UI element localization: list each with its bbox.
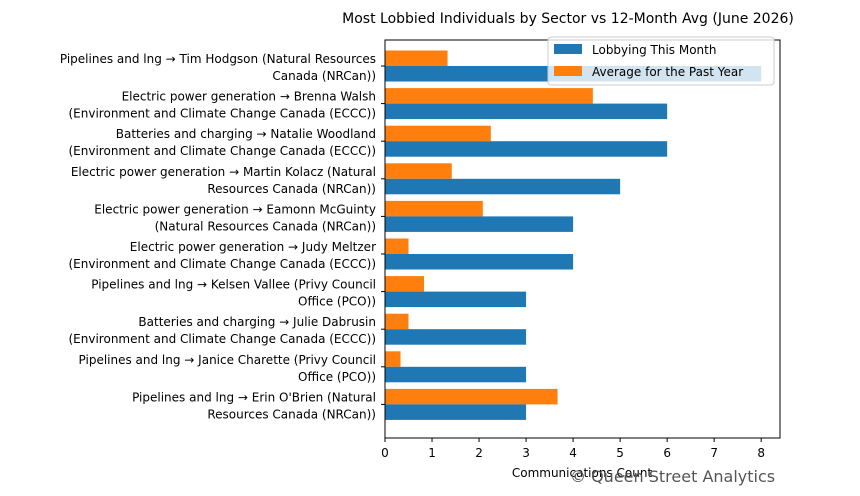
y-tick-label: Electric power generation → Brenna Walsh… [69,90,377,121]
y-tick-label: Batteries and charging → Natalie Woodlan… [69,127,377,158]
chart-title: Most Lobbied Individuals by Sector vs 12… [342,11,794,27]
bar-this-month [385,216,574,232]
x-tick-label: 7 [710,446,718,460]
bar-past-year-avg [385,125,491,142]
y-tick-label: Pipelines and lng → Kelsen Vallee (Privy… [91,278,376,309]
y-tick-label: Batteries and charging → Julie Dabrusin(… [69,315,377,346]
watermark: © Queen Street Analytics [570,467,776,486]
y-tick-label: Pipelines and lng → Tim Hodgson (Natural… [60,52,376,83]
x-axis: 0 1 2 3 4 5 6 7 8 [381,438,765,460]
y-axis: Pipelines and lng → Tim Hodgson (Natural… [60,52,385,421]
legend-swatch-past-year [554,66,582,76]
bars-layer [385,50,762,420]
bar-this-month [385,103,668,120]
x-tick-label: 8 [757,446,765,460]
x-axis-label: Communications Count [512,466,653,480]
bar-this-month [385,329,527,345]
bar-this-month [385,404,527,420]
bar-past-year-avg [385,351,401,367]
y-tick-label: Pipelines and lng → Janice Charette (Pri… [79,353,376,384]
y-tick-label: Pipelines and lng → Erin O'Brien (Natura… [132,390,376,421]
bar-past-year-avg [385,313,409,330]
bar-past-year-avg [385,276,425,292]
x-tick-label: 3 [522,446,530,460]
x-tick-label: 1 [428,446,436,460]
x-tick-label: 0 [381,446,389,460]
legend: Lobbying This Month Average for the Past… [547,36,775,86]
bar-this-month [385,141,668,157]
y-tick-label: Electric power generation → Judy Meltzer… [69,240,377,271]
bar-past-year-avg [385,163,452,179]
bar-past-year-avg [385,388,558,405]
bar-past-year-avg [385,50,448,66]
x-tick-label: 6 [663,446,671,460]
bar-past-year-avg [385,88,593,104]
bar-this-month [385,178,621,195]
y-tick-label: Electric power generation → Martin Kolac… [71,165,376,196]
legend-box [547,36,775,86]
legend-label-past-year: Average for the Past Year [592,65,743,79]
x-tick-label: 5 [616,446,624,460]
bar-this-month [385,291,527,308]
legend-label-this-month: Lobbying This Month [592,43,716,57]
legend-swatch-this-month [554,44,582,54]
x-tick-label: 2 [475,446,483,460]
y-tick-label: Electric power generation → Eamonn McGui… [94,202,376,233]
bar-past-year-avg [385,238,409,254]
x-tick-label: 4 [569,446,577,460]
bar-this-month [385,366,527,383]
bar-past-year-avg [385,200,483,217]
bar-this-month [385,254,574,270]
